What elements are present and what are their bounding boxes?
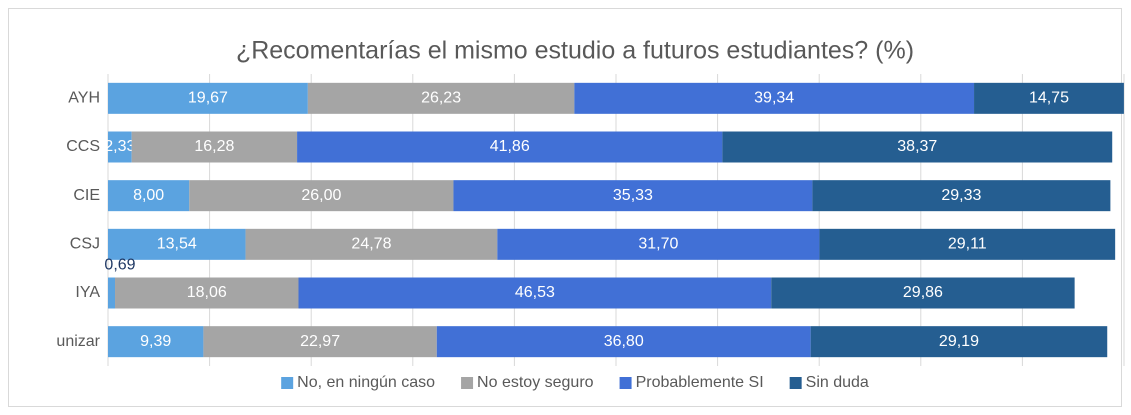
data-label: 38,37	[897, 138, 937, 155]
bar-segment	[819, 228, 1116, 260]
data-label: 31,70	[638, 236, 678, 253]
bar-segment	[108, 228, 246, 260]
data-label: 36,80	[604, 333, 644, 350]
bar-segment	[771, 277, 1075, 309]
bar-segment	[115, 277, 299, 309]
data-label: 29,86	[903, 284, 943, 301]
y-tick-label: AYH	[68, 90, 100, 107]
y-tick-label: CIE	[73, 187, 100, 204]
data-label: 18,06	[187, 284, 227, 301]
bar-segment	[108, 180, 190, 212]
bar-segment	[108, 82, 308, 114]
bar-segment	[722, 131, 1113, 163]
legend-swatch	[281, 377, 294, 389]
bar-segment	[810, 326, 1108, 358]
legend-swatch	[461, 377, 474, 389]
data-label: 24,78	[351, 236, 391, 253]
bar-segment	[974, 82, 1124, 114]
legend-label: No estoy seguro	[477, 374, 594, 391]
y-tick-label: CSJ	[70, 236, 100, 253]
data-label: 9,39	[140, 333, 171, 350]
data-label: 13,54	[157, 236, 197, 253]
data-label: 2,33	[104, 138, 135, 155]
legend-swatch	[619, 377, 632, 389]
chart-title: ¿Recomentarías el mismo estudio a futuro…	[236, 37, 914, 65]
data-label: 26,23	[421, 90, 461, 107]
y-tick-label: CCS	[66, 138, 100, 155]
data-label: 26,00	[301, 187, 341, 204]
y-tick-label: unizar	[56, 333, 100, 350]
data-label: 19,67	[188, 90, 228, 107]
bar-segment	[307, 82, 575, 114]
data-label: 0,69	[104, 257, 135, 274]
bar-segment	[245, 228, 498, 260]
data-label: 39,34	[754, 90, 794, 107]
bar-segment	[298, 277, 772, 309]
data-label: 14,75	[1029, 90, 1069, 107]
bar-segment	[497, 228, 820, 260]
bar-segment	[453, 180, 813, 212]
bar-segment	[812, 180, 1111, 212]
y-tick-label: IYA	[75, 284, 100, 301]
legend-label: Probablemente SI	[636, 374, 764, 391]
legend-label: Sin duda	[806, 374, 869, 391]
data-label: 8,00	[133, 187, 164, 204]
bar-segment	[574, 82, 975, 114]
data-label: 29,11	[948, 236, 987, 253]
bar-segment	[108, 326, 204, 358]
data-label: 29,33	[941, 187, 981, 204]
bar-segment	[297, 131, 723, 163]
data-label: 29,19	[939, 333, 979, 350]
legend-label: No, en ningún caso	[297, 374, 435, 391]
bar-segment	[189, 180, 454, 212]
bar-segment	[108, 277, 116, 309]
data-label: 41,86	[490, 138, 530, 155]
data-label: 22,97	[300, 333, 340, 350]
data-label: 35,33	[613, 187, 653, 204]
bar-segment	[108, 131, 132, 163]
bar-segment	[203, 326, 437, 358]
data-label: 16,28	[194, 138, 234, 155]
data-label: 46,53	[515, 284, 555, 301]
legend-swatch	[789, 377, 802, 389]
bar-segment	[436, 326, 811, 358]
bar-segment	[131, 131, 298, 163]
